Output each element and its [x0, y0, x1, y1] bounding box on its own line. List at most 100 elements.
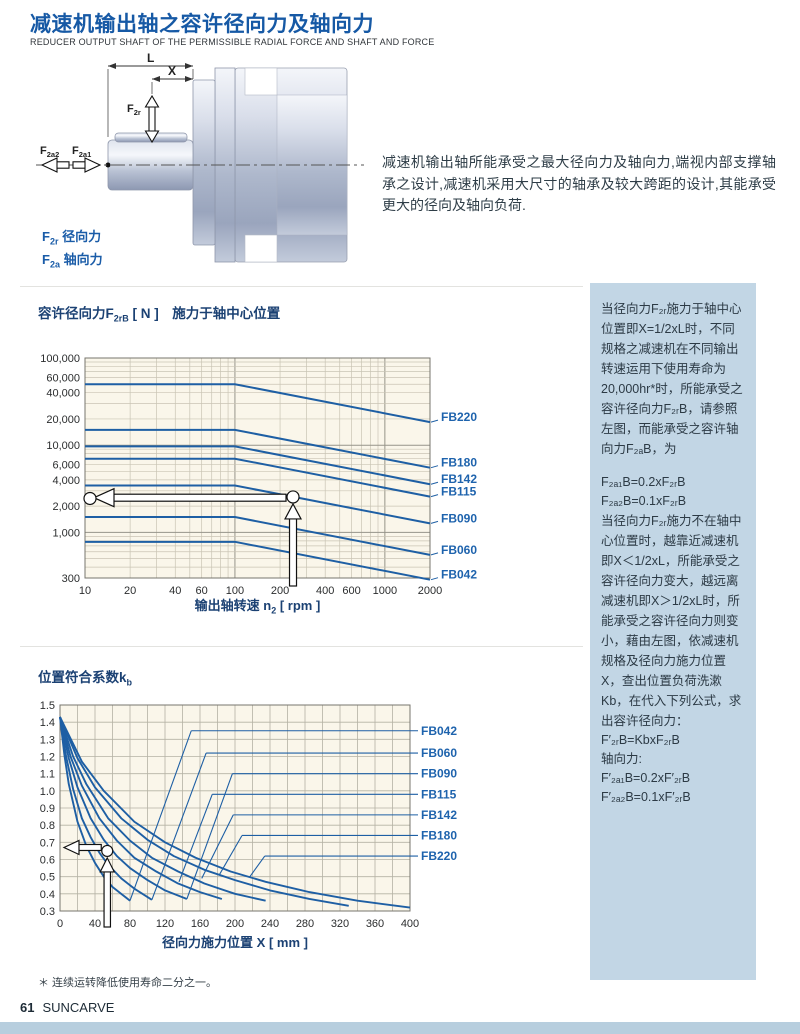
series-FB142 [85, 445, 431, 486]
f2a1-arrow [72, 157, 102, 173]
bottom-bar [0, 1022, 800, 1034]
x-tick-label: 10 [79, 585, 91, 597]
y-tick-label: 0.3 [40, 906, 55, 918]
x-tick-label: 80 [124, 918, 136, 930]
axis-readout-circle [83, 491, 97, 506]
series-label-connector [430, 577, 439, 581]
leader-line-FB115 [178, 794, 213, 883]
up-arrowhead [284, 502, 303, 520]
y-tick-label: 300 [62, 573, 80, 585]
readout-annotation [62, 839, 116, 928]
series-FB042 [59, 716, 131, 902]
y-tick-label: 60,000 [46, 372, 80, 384]
plot-frame [84, 357, 431, 579]
dim-label-L: L [147, 51, 154, 65]
dimension-L [107, 63, 194, 137]
series-FB090 [85, 484, 431, 525]
x-tick-label: 240 [261, 918, 279, 930]
x-tick-label: 0 [57, 918, 63, 930]
series-label-FB142: FB142 [421, 808, 457, 822]
y-tick-label: 0.8 [40, 820, 55, 832]
plot-frame [59, 704, 411, 912]
y-tick-label: 1.5 [40, 700, 55, 712]
y-tick-label: 1.4 [40, 717, 55, 729]
series-label-FB090: FB090 [421, 767, 457, 781]
legend-radial-force: F2r 径向力 [42, 229, 102, 247]
series-label-FB115: FB115 [421, 787, 457, 801]
series-label-connector [430, 494, 439, 498]
formula-kb: F′₂ᵣB=KbxF₂ᵣB [601, 733, 680, 747]
series-FB115 [85, 457, 431, 498]
leader-line-FB142 [201, 814, 234, 879]
y-tick-label: 0.9 [40, 803, 55, 815]
readout-annotation [83, 487, 303, 587]
x-tick-label: 40 [89, 918, 101, 930]
brand-name: SUNCARVE [42, 1000, 115, 1015]
x-tick-label: 120 [156, 918, 174, 930]
sidebar-note-1: 当径向力F₂ᵣ施力于轴中心位置即X=1/2xL时，不同规格之减速机在不同输出转速… [601, 302, 743, 456]
series-label-FB060: FB060 [421, 746, 457, 760]
leader-line-FB220 [249, 855, 266, 877]
position-factor-chart: FB042 FB060 FB090 FB115 FB142 FB180 FB220 0 40 80… [40, 700, 458, 930]
page-title: 减速机输出轴之容许径向力及轴向力 [30, 13, 374, 36]
page-number: 61 [20, 1000, 35, 1015]
formula-f2a1b-prime: F′₂ₐ₁B=0.2xF′₂ᵣB [601, 771, 691, 785]
series-FB180 [85, 428, 431, 469]
x-tick-label: 20 [124, 585, 136, 597]
x-tick-label: 160 [191, 918, 209, 930]
sidebar-formulas-1: F₂ₐ₁B=0.2xF₂ᵣB F₂ₐ₂B=0.1xF₂ᵣB [601, 473, 745, 511]
series-label-FB115: FB115 [441, 485, 477, 499]
y-tick-label: 0.6 [40, 855, 55, 867]
formula-f2a2b: F₂ₐ₂B=0.1xF₂ᵣB [601, 494, 687, 508]
series-label-connector [430, 465, 439, 469]
series-label-FB090: FB090 [441, 511, 477, 525]
curve-point-circle [286, 490, 300, 504]
series-label-FB220: FB220 [441, 410, 477, 424]
leader-line-FB060 [151, 752, 207, 901]
series-FB142 [59, 716, 266, 902]
series-label-connector [430, 419, 439, 423]
page-subtitle: REDUCER OUTPUT SHAFT OF THE PERMISSIBLE … [30, 37, 435, 47]
chart1-xaxis-title: 输出轴转速 n2 [ rpm ] [194, 598, 321, 616]
axial-force-heading: 轴向力: [601, 752, 642, 766]
series-label-FB180: FB180 [441, 456, 477, 470]
x-tick-label: 600 [342, 585, 360, 597]
x-tick-label: 360 [366, 918, 384, 930]
x-tick-label: 280 [296, 918, 314, 930]
legend-axial-force: F2a 轴向力 [42, 252, 103, 270]
y-tick-label: 0.4 [40, 889, 55, 901]
footnote: ＊ 连续运转降低使用寿命二分之一。 [38, 977, 218, 989]
intro-paragraph: 减速机输出轴所能承受之最大径向力及轴向力,端视内部支撑轴承之设计,减速机采用大尺… [382, 154, 776, 213]
series-label-FB042: FB042 [441, 568, 477, 582]
output-shaft [105, 131, 194, 191]
dimension-X [151, 76, 193, 94]
series-label-FB180: FB180 [421, 828, 457, 842]
x-tick-label: 1000 [373, 585, 397, 597]
series-FB042 [85, 540, 431, 581]
left-arrowhead [62, 839, 80, 856]
x-tick-label: 400 [316, 585, 334, 597]
y-tick-label: 4,000 [52, 475, 80, 487]
y-tick-label: 1.1 [40, 769, 55, 781]
chart2-xaxis-title: 径向力施力位置 X [ mm ] [162, 935, 308, 950]
y-tick-label: 0.7 [40, 837, 55, 849]
x-tick-label: 2000 [418, 585, 442, 597]
x-tick-label: 200 [226, 918, 244, 930]
series-label-FB042: FB042 [421, 724, 457, 738]
dim-label-X: X [168, 64, 176, 78]
series-FB180 [59, 716, 349, 907]
y-tick-label: 1.0 [40, 786, 55, 798]
sidebar-notes: 当径向力F₂ᵣ施力于轴中心位置即X=1/2xL时，不同规格之减速机在不同输出转速… [590, 283, 756, 980]
formula-f2a2b-prime: F′₂ₐ₂B=0.1xF′₂ᵣB [601, 790, 691, 804]
y-tick-label: 2,000 [52, 501, 80, 513]
series-label-FB060: FB060 [441, 543, 477, 557]
y-tick-label: 20,000 [46, 414, 80, 426]
series-FB220 [85, 383, 431, 424]
section-divider-mid [20, 646, 583, 647]
chart2-title: 位置符合系数kb [38, 670, 133, 688]
x-tick-label: 100 [226, 585, 244, 597]
y-tick-label: 40,000 [46, 388, 80, 400]
series-FB060 [85, 516, 431, 556]
up-arrowhead [99, 856, 116, 873]
